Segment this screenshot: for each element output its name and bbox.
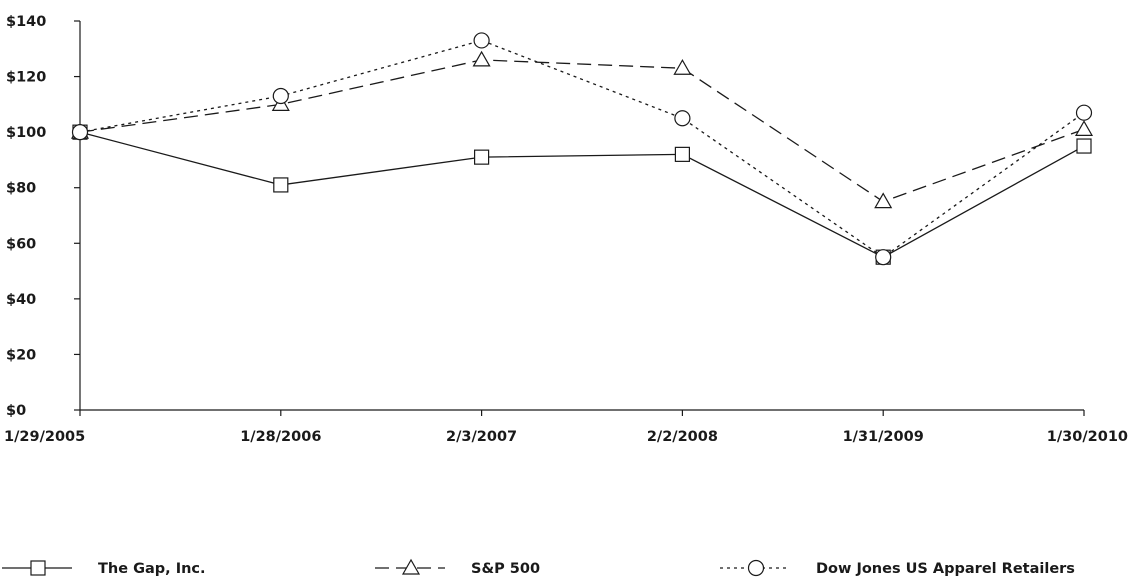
series-layer [70, 32, 1094, 266]
series-line-circle [79, 39, 1085, 258]
legend: The Gap, Inc. S&P 500 Dow Jones US Apparel… [2, 558, 1075, 577]
data-point-circle [875, 249, 892, 266]
x-tick-label: 2/2/2008 [647, 429, 718, 445]
legend-label: Dow Jones US Apparel Retailers [816, 561, 1075, 577]
data-point-triangle [472, 50, 491, 67]
y-tick-label: $80 [6, 181, 36, 197]
x-tick-label: 1/28/2006 [240, 429, 321, 445]
data-point-triangle [1074, 120, 1094, 136]
data-point-circle [1075, 104, 1093, 121]
y-tick-label: $0 [6, 403, 26, 419]
y-axis-ticks: $0 $20 $40 $60 $80 $100 $120 $140 [6, 14, 80, 419]
x-axis-ticks: 1/29/2005 1/28/2006 2/3/2007 2/2/2008 1/31/2… [4, 410, 1128, 445]
legend-marker-triangle [401, 558, 421, 575]
data-point-square [273, 177, 289, 193]
legend-label: The Gap, Inc. [98, 561, 206, 577]
y-tick-label: $120 [6, 70, 46, 86]
legend-label: S&P 500 [471, 561, 540, 577]
y-tick-label: $100 [6, 125, 46, 141]
series-line-square [79, 131, 1085, 258]
data-point-circle [272, 87, 289, 105]
y-tick-label: $140 [6, 14, 46, 30]
data-point-circle [674, 110, 691, 127]
data-point-circle [71, 124, 89, 141]
data-point-square [674, 146, 691, 162]
x-tick-label: 1/29/2005 [4, 429, 85, 445]
data-point-triangle [673, 59, 692, 75]
series-line-triangle [79, 59, 1085, 203]
chart-axes [79, 21, 1084, 411]
y-tick-label: $20 [6, 347, 36, 363]
data-point-square [1076, 138, 1092, 154]
x-tick-label: 2/3/2007 [446, 429, 517, 445]
data-point-circle [473, 32, 490, 49]
y-tick-label: $40 [6, 292, 36, 308]
legend-item: Dow Jones US Apparel Retailers [720, 559, 1075, 577]
x-tick-label: 1/30/2010 [1047, 429, 1128, 445]
data-point-triangle [874, 192, 893, 209]
data-point-square [474, 149, 490, 165]
legend-item: S&P 500 [375, 558, 540, 577]
x-tick-label: 1/31/2009 [843, 429, 924, 445]
y-tick-label: $60 [6, 236, 36, 252]
legend-marker-square [30, 560, 46, 576]
legend-item: The Gap, Inc. [2, 560, 206, 577]
legend-marker-circle [747, 559, 765, 577]
